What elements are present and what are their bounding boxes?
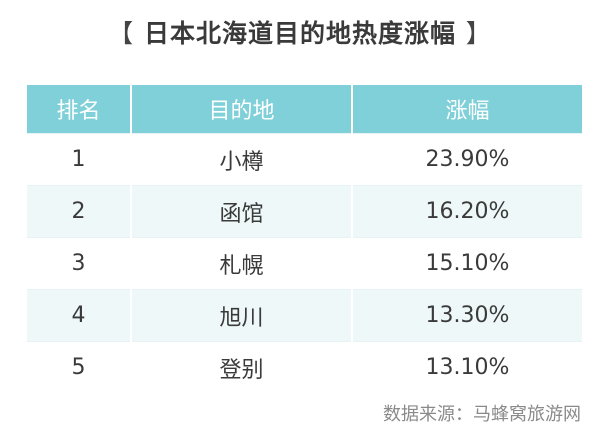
title-close-bracket: 】: [465, 19, 492, 48]
header-growth: 涨幅: [351, 85, 582, 134]
table-row: 1 小樽 23.90%: [27, 133, 582, 186]
rank-cell: 2: [27, 185, 131, 238]
growth-cell: 13.30%: [351, 289, 582, 342]
destination-cell: 登别: [130, 341, 352, 393]
growth-cell: 23.90%: [351, 133, 582, 186]
page-title: 【 日本北海道目的地热度涨幅 】: [0, 14, 600, 50]
destination-cell: 札幌: [130, 237, 352, 290]
header-rank: 排名: [27, 85, 131, 134]
table-row: 2 函馆 16.20%: [27, 185, 582, 238]
table-row: 5 登别 13.10%: [27, 341, 582, 393]
rank-cell: 5: [27, 341, 131, 393]
header-destination: 目的地: [130, 85, 352, 134]
growth-cell: 16.20%: [351, 185, 582, 238]
rank-cell: 1: [27, 133, 131, 186]
rank-cell: 3: [27, 237, 131, 290]
growth-cell: 13.10%: [351, 341, 582, 393]
title-open-bracket: 【: [108, 19, 135, 48]
table-row: 3 札幌 15.10%: [27, 237, 582, 290]
destination-cell: 小樽: [130, 133, 352, 186]
growth-cell: 15.10%: [351, 237, 582, 290]
ranking-table: 排名 目的地 涨幅 1 小樽 23.90% 2 函馆 16.20% 3 札幌 1…: [27, 85, 582, 393]
data-source-note: 数据来源：马蜂窝旅游网: [383, 404, 581, 425]
destination-cell: 函馆: [130, 185, 352, 238]
table-row: 4 旭川 13.30%: [27, 289, 582, 342]
table-header-row: 排名 目的地 涨幅: [27, 85, 582, 134]
title-text: 日本北海道目的地热度涨幅: [143, 19, 456, 48]
destination-cell: 旭川: [130, 289, 352, 342]
rank-cell: 4: [27, 289, 131, 342]
